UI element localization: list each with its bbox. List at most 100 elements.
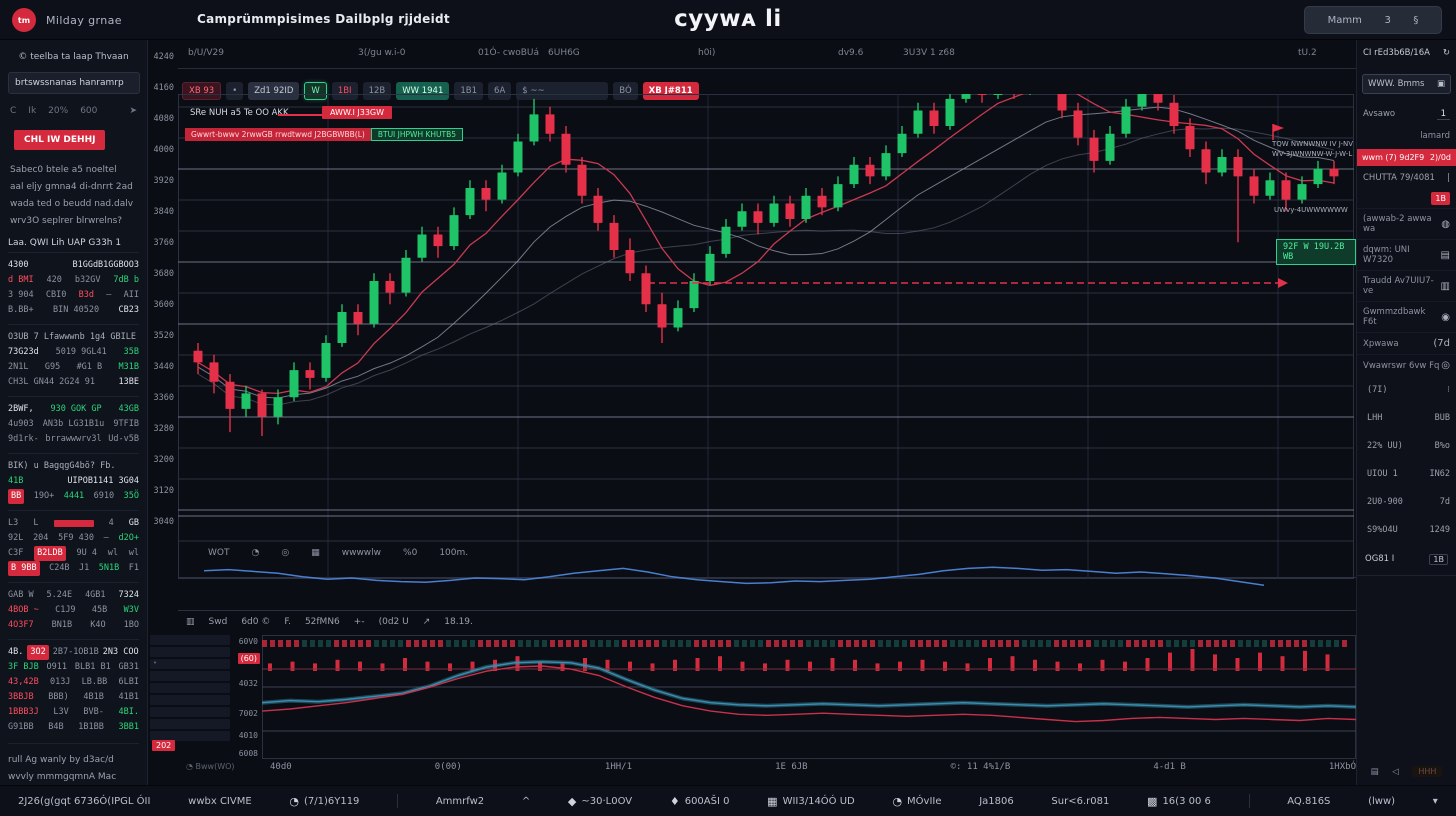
status-item[interactable]: Ja1806	[979, 796, 1014, 807]
amount-row[interactable]: Avsawo 1	[1357, 102, 1456, 127]
price-tag[interactable]: 92F W 19U.2B WB	[1276, 239, 1356, 265]
table-row[interactable]: d BMI 420 b32GV 7dB b	[8, 273, 139, 288]
table-row[interactable]: 1BBB3J L3V BVB- 4BI.	[8, 705, 139, 720]
oscillator-toolbar-item[interactable]: wwwwlw	[341, 548, 382, 558]
table-row[interactable]: B.BB+ BIN 40520 CB23	[8, 303, 139, 318]
tool-icon[interactable]: ◁	[1392, 766, 1399, 777]
table-row[interactable]: 92L 204 5F9 430 — d2O+	[8, 531, 139, 546]
toolbar-button[interactable]: $ ~~	[516, 82, 609, 100]
toolbar-button[interactable]: 1BI	[331, 82, 358, 100]
oscillator-toolbar-item[interactable]: ◎	[281, 548, 290, 558]
filter-tab[interactable]: 600	[80, 106, 98, 116]
legend-row[interactable]: •	[150, 659, 230, 669]
menu-item-icon[interactable]: ◍	[1441, 218, 1450, 230]
filter-tab[interactable]: 20%	[48, 106, 69, 116]
status-item[interactable]: ♦ 600AŠI 0	[670, 795, 730, 808]
table-row[interactable]: GAB W 5.24E 4GB1 7324	[8, 588, 139, 603]
toolbar-button[interactable]: W	[304, 82, 327, 100]
oscillator-toolbar-item[interactable]: ▦	[311, 548, 320, 558]
menu-item[interactable]: Gwmmzdbawk F6t ◉	[1357, 301, 1456, 332]
status-item[interactable]: 2J26(g(gqt 6736Ó(IPGL ÓII	[18, 796, 150, 807]
menu-item-icon[interactable]: ◉	[1441, 311, 1450, 323]
status-item[interactable]: wwbx CIVME	[188, 796, 252, 807]
status-item[interactable]: ▦ WII3/14ÓÓ UD	[767, 795, 855, 808]
table-row[interactable]: 4O3F7 BN1B K4O 1BO	[8, 618, 139, 633]
refresh-icon[interactable]: ↻	[1442, 48, 1450, 58]
sidebar-search-input[interactable]	[8, 72, 140, 94]
status-item[interactable]: ◔ (7/1)6Y119	[289, 795, 359, 808]
legend-row[interactable]	[150, 647, 230, 657]
menu-item-icon[interactable]: ▤	[1440, 249, 1450, 261]
table-row[interactable]: G91BB B4B 1B1BB 3BB1	[8, 720, 139, 735]
status-item[interactable]: ▩ 16(3 00 6	[1147, 795, 1211, 808]
status-item[interactable]: AQ.816S	[1287, 796, 1330, 807]
table-row[interactable]: 3 904 CBI0 B3d — AII	[8, 288, 139, 303]
time-axis[interactable]: 40d0 0(00) 1HH/1 1E 6JB ©: 11 4%1/B 4-d1 B 1HX…	[270, 762, 1356, 772]
indicator-toolbar-item[interactable]: (0d2 U	[378, 617, 409, 627]
legend-row[interactable]	[150, 671, 230, 681]
app-logo-icon[interactable]: tm	[12, 8, 36, 32]
menu-item[interactable]: Vwawrswr 6vw Fq ◎	[1357, 354, 1456, 376]
grid-icon[interactable]: 3	[1384, 14, 1391, 26]
sell-price-row[interactable]: wwm (7) 9d2F9 2)/0d	[1357, 149, 1456, 166]
status-item[interactable]: Ammrfw2	[436, 796, 484, 807]
amount-value[interactable]: 1	[1436, 109, 1450, 120]
table-row[interactable]: 9d1rk-brrawwwrv3l Ud-v5B	[8, 432, 139, 447]
table-row[interactable]: 41B UIPOB1141 3G04	[8, 474, 139, 489]
settings-icon[interactable]: §	[1413, 14, 1419, 26]
menu-item-icon[interactable]: ◎	[1441, 360, 1450, 371]
menu-item-icon[interactable]: (7d	[1433, 338, 1450, 349]
table-row[interactable]: CH3L GN44 2G24 91 13BE	[8, 375, 139, 390]
table-row[interactable]: 43,42B 013J LB.BB 6LBI	[8, 675, 139, 690]
indicator-toolbar-item[interactable]: 18.19.	[444, 617, 473, 627]
toolbar-button[interactable]: BÓ	[613, 82, 638, 100]
filter-tab[interactable]: Ik	[28, 106, 37, 116]
oscillator-toolbar-item[interactable]: ◔	[251, 548, 260, 558]
status-item[interactable]: Sur<6.r081	[1051, 796, 1109, 807]
table-row[interactable]: 2N1L G95 #G1 B M31B	[8, 360, 139, 375]
tool-icon[interactable]: ▤	[1370, 766, 1379, 777]
table-row[interactable]: 4300 B1GGdB1GGBOO3	[8, 258, 139, 273]
order-footer[interactable]: OG81 I 1B	[1357, 544, 1456, 576]
legend-row[interactable]	[150, 695, 230, 705]
menu-item-icon[interactable]: ▥	[1440, 280, 1450, 292]
legend-row[interactable]	[150, 719, 230, 729]
legend-row[interactable]	[150, 635, 230, 645]
legend-row[interactable]	[150, 731, 230, 741]
status-item[interactable]: ▾	[1433, 796, 1438, 807]
indicator-toolbar-item[interactable]: 52fMN6	[304, 617, 340, 627]
indicator-toolbar-item[interactable]: +-	[353, 617, 365, 627]
sidebar-cta-button[interactable]: CHL IW DEHHJ	[14, 130, 106, 150]
table-row[interactable]: 3BBJB BBB) 4B1B 41B1	[8, 690, 139, 705]
legend-row[interactable]	[150, 683, 230, 693]
calendar-icon[interactable]: 1B	[1429, 554, 1448, 565]
table-row[interactable]: 4u903 AN3b LG31B1u 9TFIB	[8, 417, 139, 432]
filter-tab[interactable]: C	[10, 106, 17, 116]
price-axis[interactable]: 4240 4160 4080 4000 3920 3840 3760 3680 3600 3520…	[148, 40, 177, 580]
oscillator-chart[interactable]	[204, 560, 1294, 608]
menu-item[interactable]: Xpwawa (7d	[1357, 332, 1456, 354]
table-row[interactable]: L3 L 4 GB	[8, 516, 139, 531]
candlestick-chart[interactable]	[178, 94, 1354, 579]
table-row[interactable]: 73G23d 5019 9GL41 35B	[8, 345, 139, 360]
toolbar-button[interactable]: XB J#811	[642, 82, 699, 100]
oscillator-toolbar-item[interactable]: WOT	[208, 548, 230, 558]
status-item[interactable]: ^	[522, 796, 530, 807]
indicator-toolbar-item[interactable]: ↗	[422, 617, 431, 627]
header-menu-label[interactable]: Mamm	[1327, 14, 1362, 26]
toolbar-button[interactable]: •	[226, 82, 244, 100]
indicator-chart[interactable]	[262, 635, 1356, 759]
table-row[interactable]: 4BOB ~ C1J9 45B W3V	[8, 603, 139, 618]
quantity-row[interactable]: CHUTTA 79/4081 |	[1357, 166, 1456, 190]
toolbar-button[interactable]: WW 1941	[396, 82, 450, 100]
alert-badge[interactable]: AWW.I J33GW	[322, 106, 393, 119]
menu-item[interactable]: dqwm: UNI W7320 ▤	[1357, 239, 1456, 270]
oscillator-toolbar-item[interactable]: 100m.	[439, 548, 469, 558]
toolbar-button[interactable]: XB 93	[182, 82, 222, 100]
status-item[interactable]: (lww)	[1368, 796, 1395, 807]
status-item[interactable]: ◆ ~30·L0OV	[568, 795, 632, 808]
table-row[interactable]: 3F BJB O911 BLB1 B1 GB31	[8, 660, 139, 675]
table-row[interactable]: BB 19O+ 4441 6910 35Ö	[8, 489, 139, 504]
indicator-toolbar-item[interactable]: F.	[284, 617, 291, 627]
